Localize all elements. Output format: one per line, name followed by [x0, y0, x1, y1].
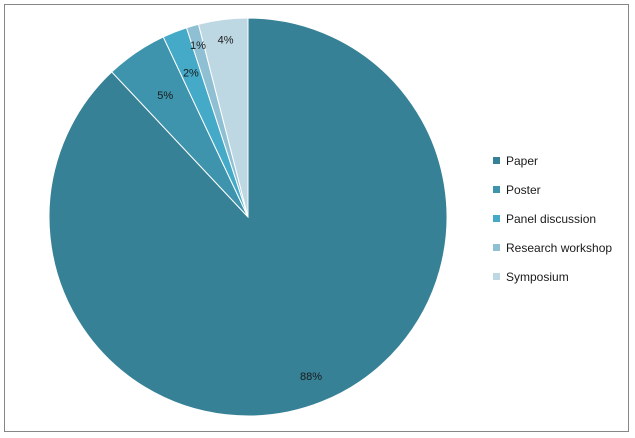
legend-swatch [493, 157, 500, 164]
legend-swatch [493, 215, 500, 222]
legend-swatch [493, 273, 500, 280]
legend-item-research-workshop: Research workshop [493, 233, 612, 262]
legend-label: Research workshop [506, 240, 613, 255]
legend-label: Poster [506, 182, 541, 197]
legend-label: Symposium [506, 269, 569, 284]
pie-slice-paper [48, 17, 448, 417]
legend-label: Panel discussion [506, 211, 597, 226]
legend-swatch [493, 186, 500, 193]
legend: Paper Poster Panel discussion Research work… [493, 146, 612, 291]
legend-item-paper: Paper [493, 146, 612, 175]
legend-item-poster: Poster [493, 175, 612, 204]
data-label-poster: 5% [157, 90, 173, 102]
data-label-paper: 88% [300, 371, 322, 383]
legend-item-panel-discussion: Panel discussion [493, 204, 612, 233]
legend-item-symposium: Symposium [493, 262, 612, 291]
data-label-panel-discussion: 2% [183, 68, 199, 80]
pie-slice-symposium [197, 17, 249, 218]
data-label-research-workshop: 1% [190, 40, 206, 52]
legend-swatch [493, 244, 500, 251]
legend-label: Paper [506, 153, 539, 168]
data-label-symposium: 4% [218, 34, 234, 46]
